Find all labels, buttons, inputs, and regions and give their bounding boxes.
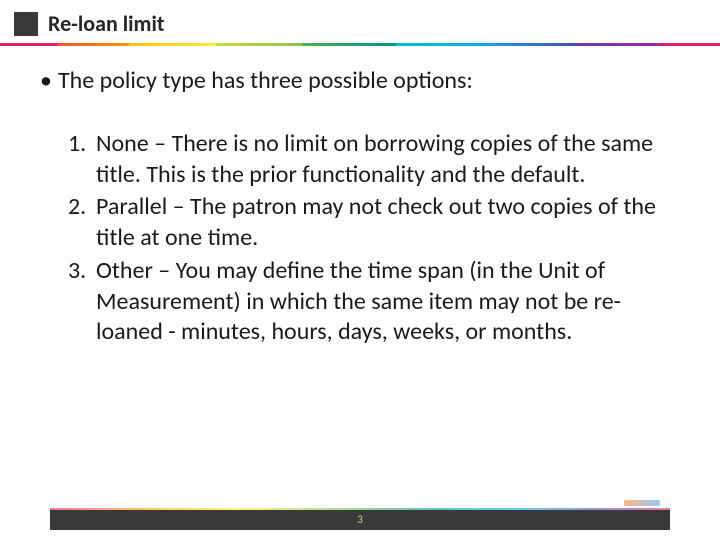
slide-title: Re-loan limit (48, 10, 164, 37)
slide-header: Re-loan limit (0, 0, 720, 46)
title-block-icon (14, 12, 38, 36)
list-item: Parallel – The patron may not check out … (68, 192, 680, 253)
title-row: Re-loan limit (0, 10, 720, 37)
rainbow-divider (0, 43, 720, 46)
footer-accent-icon (624, 500, 660, 506)
options-list: None – There is no limit on borrowing co… (40, 129, 680, 348)
intro-line: •The policy type has three possible opti… (40, 66, 680, 95)
intro-text: The policy type has three possible optio… (58, 66, 473, 95)
list-item: Other – You may define the time span (in… (68, 256, 680, 348)
slide-content: •The policy type has three possible opti… (0, 46, 720, 348)
bullet-icon: • (40, 66, 52, 95)
page-number: 3 (0, 513, 720, 526)
slide-footer: 3 (0, 508, 720, 530)
slide: Re-loan limit •The policy type has three… (0, 0, 720, 540)
list-item: None – There is no limit on borrowing co… (68, 129, 680, 190)
